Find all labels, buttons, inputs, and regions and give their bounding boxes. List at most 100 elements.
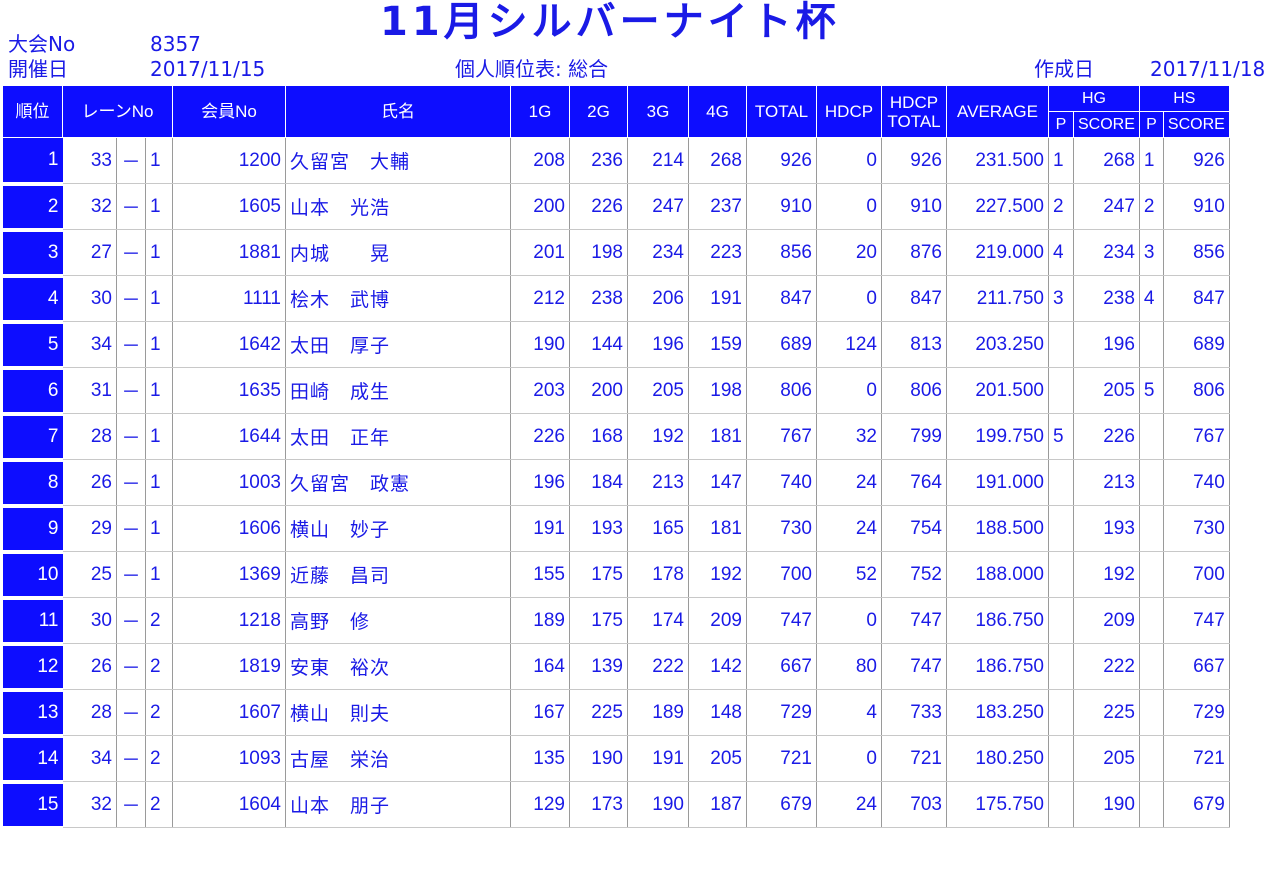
player-name-cell: 古屋 栄治 — [285, 735, 511, 782]
game-3-cell: 189 — [627, 689, 689, 736]
hg-place-cell — [1048, 551, 1074, 598]
player-name-cell: 横山 妙子 — [285, 505, 511, 552]
average-cell: 201.500 — [946, 367, 1049, 414]
rank-cell: 12 — [2, 643, 63, 692]
table-row: 6 31 － 1 1635 田崎 成生 203 200 205 198 806 0 806 201.500… — [2, 367, 1230, 416]
average-cell: 211.750 — [946, 275, 1049, 322]
player-name-cell: 山本 光浩 — [285, 183, 511, 230]
total-cell: 747 — [746, 597, 817, 644]
lane-separator-cell: － — [116, 781, 146, 828]
game-4-cell: 223 — [688, 229, 747, 276]
hg-place-cell — [1048, 459, 1074, 506]
hdcp-cell: 24 — [816, 459, 882, 506]
hg-place-cell: 1 — [1048, 137, 1074, 184]
hg-score-cell: 268 — [1073, 137, 1140, 184]
game-2-cell: 190 — [569, 735, 628, 782]
game-1-cell: 167 — [510, 689, 570, 736]
rank-cell: 15 — [2, 781, 63, 830]
total-cell: 730 — [746, 505, 817, 552]
member-no-cell: 1606 — [172, 505, 286, 552]
player-name-cell: 久留宮 政憲 — [285, 459, 511, 506]
average-cell: 219.000 — [946, 229, 1049, 276]
average-cell: 186.750 — [946, 643, 1049, 690]
hdcp-cell: 0 — [816, 183, 882, 230]
game-4-cell: 187 — [688, 781, 747, 828]
game-1-cell: 155 — [510, 551, 570, 598]
table-row: 8 26 － 1 1003 久留宮 政憲 196 184 213 147 740 24 764 191.0… — [2, 459, 1230, 508]
game-3-cell: 213 — [627, 459, 689, 506]
col-name: 氏名 — [285, 85, 511, 138]
total-cell: 667 — [746, 643, 817, 690]
member-no-cell: 1200 — [172, 137, 286, 184]
hs-score-cell: 767 — [1163, 413, 1230, 460]
game-3-cell: 190 — [627, 781, 689, 828]
table-row: 3 27 － 1 1881 内城 晃 201 198 234 223 856 20 876 219.000… — [2, 229, 1230, 278]
hdcp-total-cell: 806 — [881, 367, 947, 414]
hdcp-cell: 0 — [816, 597, 882, 644]
col-hdcp-total-line2: TOTAL — [887, 111, 941, 131]
hs-place-cell — [1139, 735, 1164, 782]
game-3-cell: 178 — [627, 551, 689, 598]
lane-separator-cell: － — [116, 735, 146, 782]
hg-score-cell: 247 — [1073, 183, 1140, 230]
hg-score-cell: 190 — [1073, 781, 1140, 828]
game-1-cell: 203 — [510, 367, 570, 414]
game-1-cell: 212 — [510, 275, 570, 322]
lane-number-cell: 27 — [62, 229, 117, 276]
member-no-cell: 1003 — [172, 459, 286, 506]
hdcp-total-cell: 747 — [881, 643, 947, 690]
hdcp-total-cell: 721 — [881, 735, 947, 782]
hdcp-cell: 0 — [816, 275, 882, 322]
table-header: 順位 レーンNo 会員No 氏名 1G 2G 3G 4G TOTAL HDCP … — [2, 85, 1230, 138]
lane-game-cell: 1 — [145, 551, 173, 598]
player-name-cell: 太田 正年 — [285, 413, 511, 460]
hdcp-total-cell: 754 — [881, 505, 947, 552]
player-name-cell: 内城 晃 — [285, 229, 511, 276]
lane-game-cell: 1 — [145, 459, 173, 506]
col-game-1: 1G — [510, 85, 570, 138]
hg-score-cell: 234 — [1073, 229, 1140, 276]
average-cell: 186.750 — [946, 597, 1049, 644]
member-no-cell: 1093 — [172, 735, 286, 782]
game-2-cell: 184 — [569, 459, 628, 506]
total-cell: 767 — [746, 413, 817, 460]
hs-score-cell: 730 — [1163, 505, 1230, 552]
game-1-cell: 129 — [510, 781, 570, 828]
hs-place-cell — [1139, 505, 1164, 552]
lane-separator-cell: － — [116, 689, 146, 736]
lane-game-cell: 2 — [145, 781, 173, 828]
hg-place-cell — [1048, 735, 1074, 782]
lane-number-cell: 32 — [62, 781, 117, 828]
game-2-cell: 139 — [569, 643, 628, 690]
game-2-cell: 173 — [569, 781, 628, 828]
member-no-cell: 1642 — [172, 321, 286, 368]
hg-score-cell: 209 — [1073, 597, 1140, 644]
lane-separator-cell: － — [116, 459, 146, 506]
hdcp-total-cell: 747 — [881, 597, 947, 644]
lane-game-cell: 2 — [145, 689, 173, 736]
hg-place-cell — [1048, 505, 1074, 552]
lane-game-cell: 1 — [145, 183, 173, 230]
hs-score-cell: 689 — [1163, 321, 1230, 368]
member-no-cell: 1881 — [172, 229, 286, 276]
hdcp-cell: 24 — [816, 781, 882, 828]
game-4-cell: 181 — [688, 413, 747, 460]
hs-place-cell — [1139, 597, 1164, 644]
game-2-cell: 175 — [569, 551, 628, 598]
hdcp-total-cell: 799 — [881, 413, 947, 460]
game-4-cell: 192 — [688, 551, 747, 598]
rank-cell: 6 — [2, 367, 63, 416]
col-game-2: 2G — [569, 85, 628, 138]
table-body: 1 33 － 1 1200 久留宮 大輔 208 236 214 268 926 0 926 231.50… — [2, 137, 1230, 830]
hdcp-total-cell: 752 — [881, 551, 947, 598]
hs-place-cell — [1139, 413, 1164, 460]
game-1-cell: 200 — [510, 183, 570, 230]
game-2-cell: 226 — [569, 183, 628, 230]
game-2-cell: 175 — [569, 597, 628, 644]
hg-score-cell: 226 — [1073, 413, 1140, 460]
lane-number-cell: 32 — [62, 183, 117, 230]
hs-score-cell: 856 — [1163, 229, 1230, 276]
game-1-cell: 189 — [510, 597, 570, 644]
game-1-cell: 135 — [510, 735, 570, 782]
hs-score-cell: 806 — [1163, 367, 1230, 414]
